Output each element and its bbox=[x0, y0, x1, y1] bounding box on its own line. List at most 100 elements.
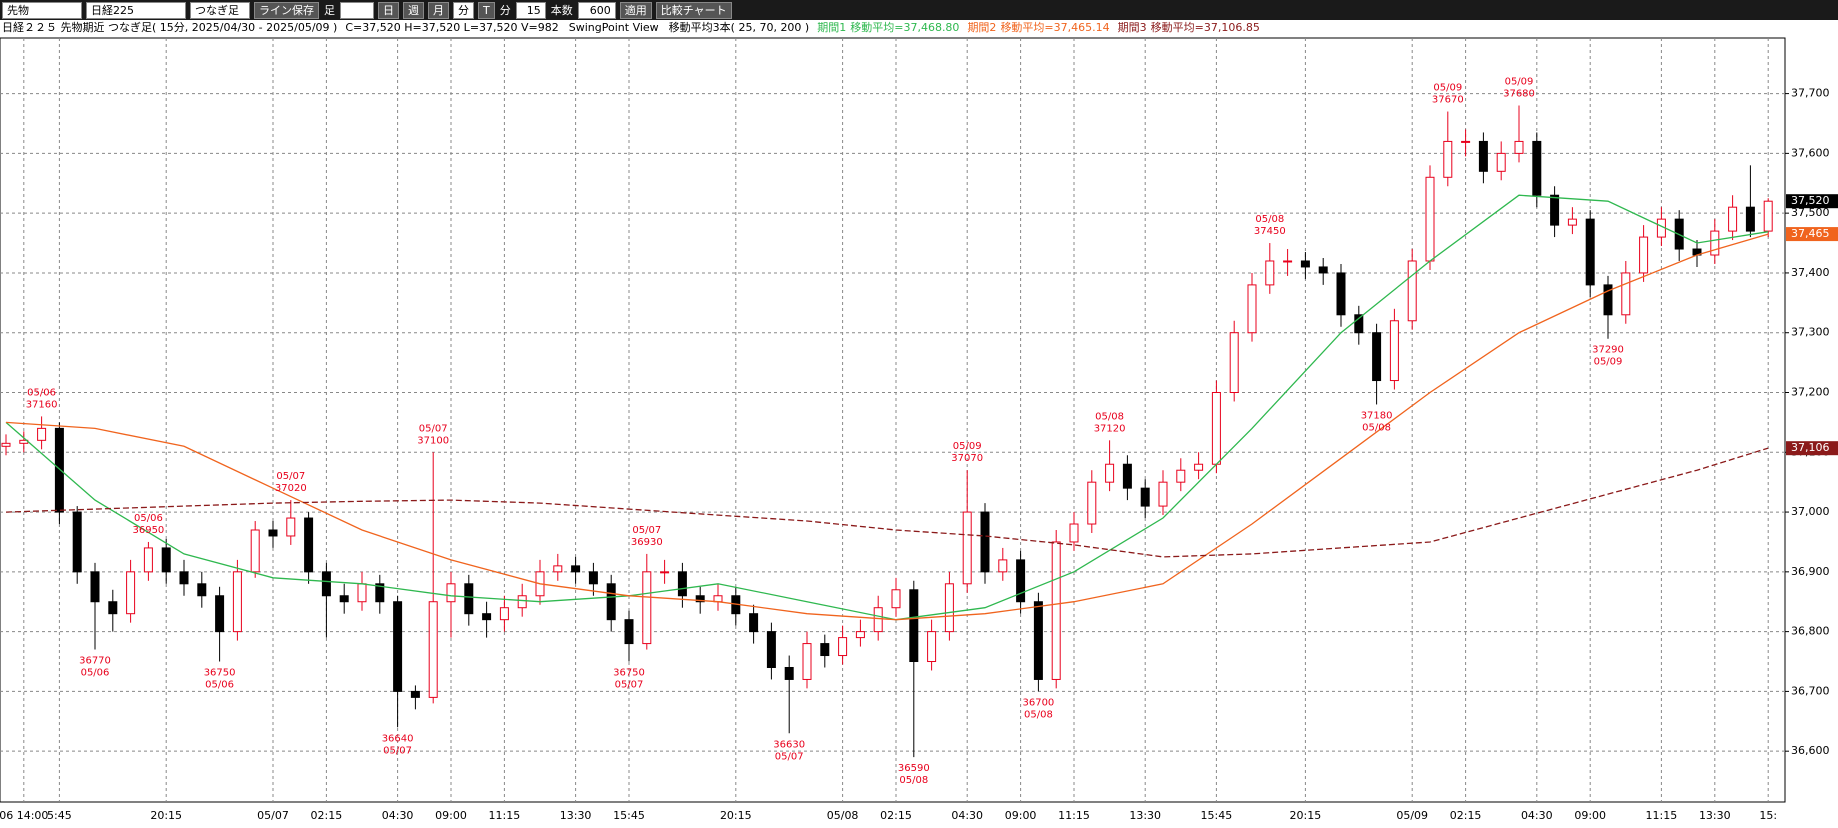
swing-date: 05/08 bbox=[1255, 214, 1284, 225]
y-tick-label: 36,900 bbox=[1791, 565, 1830, 578]
month-button[interactable]: 月 bbox=[428, 1, 449, 19]
x-tick-label: 15:45 bbox=[613, 809, 645, 822]
candle-body bbox=[1585, 218, 1595, 286]
candle-body bbox=[72, 511, 82, 573]
market-select[interactable]: 先物 bbox=[2, 1, 82, 19]
x-tick-label: 11:15 bbox=[1646, 809, 1678, 822]
candle-body bbox=[962, 511, 972, 585]
legend-name: 期間1 bbox=[817, 21, 846, 34]
tick-button[interactable]: T bbox=[478, 1, 495, 19]
swing-date: 05/09 bbox=[953, 441, 982, 452]
x-tick-label: 04:30 bbox=[951, 809, 983, 822]
legend-name: 期間2 bbox=[967, 21, 996, 34]
candle-body bbox=[1140, 487, 1150, 507]
candle-body bbox=[1051, 541, 1061, 680]
candle-body bbox=[1, 442, 11, 447]
swing-price: 36630 bbox=[773, 739, 805, 750]
candle-body bbox=[909, 589, 919, 663]
candle-body bbox=[1176, 469, 1186, 483]
candle-body bbox=[802, 643, 812, 680]
swing-price: 36930 bbox=[631, 537, 663, 548]
swing-date: 05/06 bbox=[81, 668, 110, 679]
count-input[interactable]: 600 bbox=[577, 1, 616, 19]
swing-date: 05/09 bbox=[1433, 83, 1462, 94]
save-button[interactable]: ライン保存 bbox=[254, 1, 319, 19]
compare-button[interactable]: 比較チャート bbox=[655, 1, 732, 19]
swing-price: 36750 bbox=[613, 668, 645, 679]
x-tick-label: 06 14:00 bbox=[0, 809, 48, 822]
swing-price: 37290 bbox=[1592, 345, 1624, 356]
swing-price: 37670 bbox=[1432, 95, 1464, 106]
swing-date: 05/09 bbox=[1505, 77, 1534, 88]
week-button[interactable]: 週 bbox=[403, 1, 424, 19]
swing-price: 37120 bbox=[1094, 423, 1126, 434]
swing-date: 05/07 bbox=[632, 525, 661, 536]
candle-body bbox=[393, 601, 403, 692]
candle-body bbox=[1763, 200, 1773, 232]
candle-body bbox=[677, 571, 687, 597]
swing-date: 05/07 bbox=[775, 751, 804, 762]
candle-body bbox=[766, 631, 776, 668]
swing-date: 05/07 bbox=[615, 680, 644, 691]
y-tick-label: 36,700 bbox=[1791, 684, 1830, 697]
candle-body bbox=[357, 583, 367, 603]
candle-body bbox=[1283, 260, 1293, 263]
swing-price: 36950 bbox=[132, 525, 164, 536]
candle-body bbox=[304, 517, 314, 573]
candle-body bbox=[215, 595, 225, 633]
candle-body bbox=[713, 595, 723, 603]
swing-date: 05/08 bbox=[1362, 422, 1391, 433]
candle-body bbox=[1016, 559, 1026, 603]
candle-body bbox=[553, 565, 563, 573]
candle-body bbox=[1265, 260, 1275, 286]
x-tick-label: 09:00 bbox=[1005, 809, 1037, 822]
candle-body bbox=[108, 601, 118, 615]
candle-body bbox=[428, 601, 438, 698]
mode-select[interactable]: つなぎ足 bbox=[190, 1, 250, 19]
swing-date: 05/08 bbox=[1024, 709, 1053, 720]
candle-body bbox=[1728, 206, 1738, 232]
swing-date: 05/08 bbox=[1095, 411, 1124, 422]
candle-body bbox=[1443, 140, 1453, 178]
candle-body bbox=[1122, 463, 1132, 489]
x-tick-label: 05/08 bbox=[827, 809, 859, 822]
candle-body bbox=[232, 571, 242, 633]
swing-date: 05/07 bbox=[276, 471, 305, 482]
candle-body bbox=[1318, 266, 1328, 274]
candle-body bbox=[268, 529, 278, 537]
x-tick-label: 20:15 bbox=[1290, 809, 1322, 822]
candle-body bbox=[624, 619, 634, 645]
swing-price: 37100 bbox=[417, 435, 449, 446]
swing-price: 37160 bbox=[26, 399, 58, 410]
candle-body bbox=[37, 427, 47, 441]
candle-body bbox=[90, 571, 100, 603]
x-tick-label: 13:30 bbox=[1129, 809, 1161, 822]
x-tick-label: 13:30 bbox=[560, 809, 592, 822]
candle-body bbox=[499, 607, 509, 621]
candle-body bbox=[1745, 206, 1755, 232]
swing-price: 36770 bbox=[79, 656, 111, 667]
swing-price: 37020 bbox=[275, 483, 307, 494]
candle-body bbox=[143, 547, 153, 573]
legend-label: 移動平均=37,106.85 bbox=[1151, 20, 1260, 34]
candle-body bbox=[161, 547, 171, 573]
candle-body bbox=[873, 607, 883, 633]
apply-button[interactable]: 適用 bbox=[619, 1, 652, 19]
x-tick-label: 11:15 bbox=[1058, 809, 1090, 822]
interval-input[interactable]: 15 bbox=[515, 1, 546, 19]
minute-button[interactable]: 分 bbox=[453, 1, 474, 19]
candle-body bbox=[1087, 481, 1097, 525]
day-button[interactable]: 日 bbox=[378, 1, 399, 19]
swing-date: 05/08 bbox=[899, 775, 928, 786]
bar-input[interactable] bbox=[340, 1, 374, 19]
candle-body bbox=[1710, 230, 1720, 256]
swing-price: 36700 bbox=[1022, 697, 1054, 708]
candle-body bbox=[126, 571, 136, 615]
x-tick-label: 02:15 bbox=[880, 809, 912, 822]
index-select[interactable]: 日経225 bbox=[86, 1, 186, 19]
candle-body bbox=[660, 571, 670, 574]
candle-body bbox=[1247, 284, 1257, 334]
candle-body bbox=[197, 583, 207, 597]
swing-date: 05/06 bbox=[27, 387, 56, 398]
